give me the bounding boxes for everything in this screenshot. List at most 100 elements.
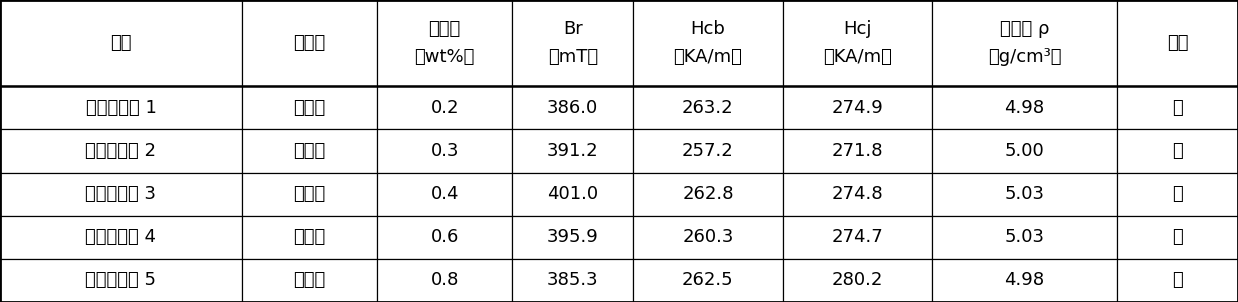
Bar [1117, 259, 1238, 302]
Bar [241, 0, 378, 86]
Bar [782, 216, 932, 259]
Text: （g/cm³）: （g/cm³） [988, 48, 1061, 66]
Bar [782, 172, 932, 216]
Text: 0.8: 0.8 [431, 271, 459, 289]
Bar [633, 0, 782, 86]
Text: 262.5: 262.5 [682, 271, 734, 289]
Text: Hcb: Hcb [691, 20, 725, 38]
Text: （KA/m）: （KA/m） [673, 48, 743, 66]
Bar [782, 0, 932, 86]
Bar [932, 0, 1117, 86]
Bar [513, 172, 633, 216]
Text: 401.0: 401.0 [547, 185, 598, 203]
Text: 无: 无 [1172, 142, 1182, 160]
Bar [241, 259, 378, 302]
Bar [513, 259, 633, 302]
Bar [0, 130, 241, 172]
Text: 本发明产品 2: 本发明产品 2 [85, 142, 156, 160]
Bar [0, 172, 241, 216]
Text: 本发明产品 1: 本发明产品 1 [85, 99, 156, 117]
Text: 5.03: 5.03 [1004, 185, 1045, 203]
Bar [241, 130, 378, 172]
Bar [633, 130, 782, 172]
Text: Hcj: Hcj [843, 20, 872, 38]
Text: 391.2: 391.2 [547, 142, 598, 160]
Bar [932, 216, 1117, 259]
Bar [513, 0, 633, 86]
Bar [378, 130, 513, 172]
Text: 386.0: 386.0 [547, 99, 598, 117]
Bar [932, 172, 1117, 216]
Bar [378, 172, 513, 216]
Text: 274.7: 274.7 [832, 228, 883, 246]
Bar [633, 172, 782, 216]
Text: 0.3: 0.3 [431, 142, 459, 160]
Bar [0, 216, 241, 259]
Text: 无: 无 [1172, 185, 1182, 203]
Bar [513, 130, 633, 172]
Bar [241, 172, 378, 216]
Bar [932, 130, 1117, 172]
Text: 257.2: 257.2 [682, 142, 734, 160]
Bar [0, 0, 241, 86]
Bar [1117, 0, 1238, 86]
Text: 0.4: 0.4 [431, 185, 459, 203]
Text: 263.2: 263.2 [682, 99, 734, 117]
Bar [782, 86, 932, 130]
Text: 蜂孔: 蜂孔 [1166, 34, 1188, 52]
Bar [378, 86, 513, 130]
Text: 271.8: 271.8 [832, 142, 883, 160]
Text: 385.3: 385.3 [547, 271, 598, 289]
Text: 274.8: 274.8 [832, 185, 883, 203]
Bar [378, 259, 513, 302]
Bar [633, 216, 782, 259]
Text: 260.3: 260.3 [682, 228, 734, 246]
Bar [1117, 216, 1238, 259]
Text: 本发明产品 4: 本发明产品 4 [85, 228, 156, 246]
Text: 编号: 编号 [110, 34, 131, 52]
Bar [932, 259, 1117, 302]
Text: 合成蜡: 合成蜡 [293, 185, 326, 203]
Text: 无: 无 [1172, 228, 1182, 246]
Text: （KA/m）: （KA/m） [823, 48, 891, 66]
Text: 274.9: 274.9 [832, 99, 883, 117]
Text: 280.2: 280.2 [832, 271, 883, 289]
Text: 粘合剂: 粘合剂 [293, 34, 326, 52]
Text: 本发明产品 3: 本发明产品 3 [85, 185, 156, 203]
Bar [513, 86, 633, 130]
Text: （mT）: （mT） [547, 48, 598, 66]
Text: （wt%）: （wt%） [415, 48, 475, 66]
Text: 4.98: 4.98 [1004, 271, 1045, 289]
Bar [932, 86, 1117, 130]
Bar [1117, 86, 1238, 130]
Text: 添加量: 添加量 [428, 20, 461, 38]
Text: 无: 无 [1172, 271, 1182, 289]
Text: 395.9: 395.9 [547, 228, 599, 246]
Bar [633, 259, 782, 302]
Text: 无: 无 [1172, 99, 1182, 117]
Bar [0, 86, 241, 130]
Bar [378, 0, 513, 86]
Bar [378, 216, 513, 259]
Text: 合成蜡: 合成蜡 [293, 99, 326, 117]
Text: 本发明产品 5: 本发明产品 5 [85, 271, 156, 289]
Bar [782, 259, 932, 302]
Text: 合成蜡: 合成蜡 [293, 142, 326, 160]
Bar [782, 130, 932, 172]
Bar [1117, 172, 1238, 216]
Text: 合成蜡: 合成蜡 [293, 228, 326, 246]
Bar [241, 86, 378, 130]
Text: 5.03: 5.03 [1004, 228, 1045, 246]
Text: Br: Br [563, 20, 583, 38]
Text: 5.00: 5.00 [1005, 142, 1045, 160]
Bar [1117, 130, 1238, 172]
Bar [241, 216, 378, 259]
Bar [513, 216, 633, 259]
Text: 0.6: 0.6 [431, 228, 459, 246]
Text: 4.98: 4.98 [1004, 99, 1045, 117]
Text: 262.8: 262.8 [682, 185, 734, 203]
Bar [0, 259, 241, 302]
Bar [633, 86, 782, 130]
Text: 合成蜡: 合成蜡 [293, 271, 326, 289]
Text: 烧结体 ρ: 烧结体 ρ [1000, 20, 1050, 38]
